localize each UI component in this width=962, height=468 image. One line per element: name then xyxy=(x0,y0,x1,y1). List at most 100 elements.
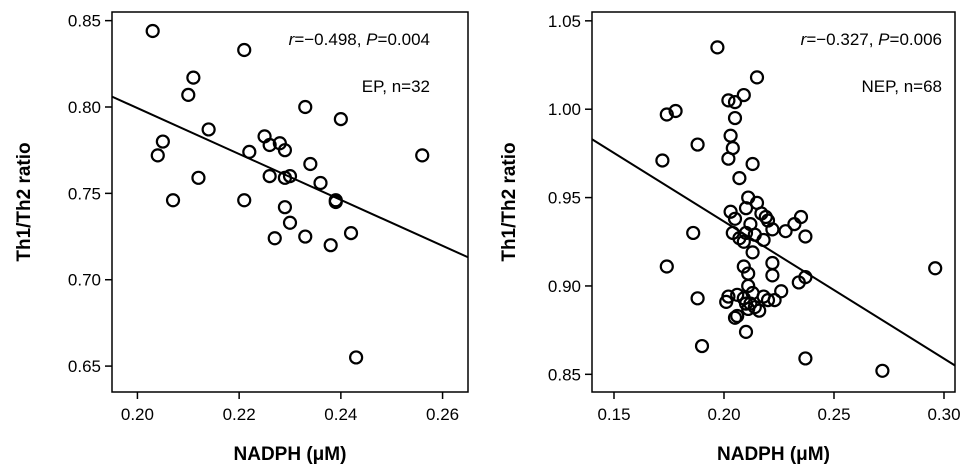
x-tick-label: 0.22 xyxy=(223,405,256,424)
scatter-point xyxy=(745,245,760,260)
scatter-point xyxy=(690,137,705,152)
y-tick-label: 1.00 xyxy=(548,100,581,119)
scatter-point xyxy=(323,238,338,253)
scatter-point xyxy=(798,229,813,244)
scatter-point xyxy=(349,350,364,365)
y-tick-label: 0.70 xyxy=(68,271,101,290)
scatter-point xyxy=(242,144,257,160)
scatter-point xyxy=(793,209,809,225)
scatter-point xyxy=(738,201,754,216)
scatter-point xyxy=(721,151,736,166)
scatter-point xyxy=(756,232,771,248)
y-tick-label: 0.85 xyxy=(68,12,101,31)
x-tick-label: 0.20 xyxy=(707,405,740,424)
scatter-point xyxy=(343,225,359,241)
scatter-point xyxy=(165,193,181,208)
scatter-point xyxy=(765,255,780,271)
scatter-point xyxy=(767,292,782,308)
scatter-point xyxy=(723,128,738,143)
scatter-point xyxy=(710,40,725,55)
scatter-point xyxy=(736,234,751,249)
scatter-point xyxy=(798,351,813,366)
group-annotation: EP, n=32 xyxy=(362,77,430,96)
scatter-point xyxy=(721,93,736,108)
group-annotation: NEP, n=68 xyxy=(861,77,942,96)
scatter-point xyxy=(191,170,206,185)
scatter-point xyxy=(201,122,216,137)
r-symbol: r xyxy=(801,30,808,49)
p-value: =0.004 xyxy=(378,30,430,49)
scatter-point xyxy=(150,148,165,163)
plot-frame xyxy=(591,11,956,393)
p-value: =0.006 xyxy=(890,30,942,49)
scatter-point xyxy=(262,168,277,184)
y-axis-label: Th1/Th2 ratio xyxy=(14,142,35,261)
scatter-point xyxy=(303,156,318,172)
scatter-point xyxy=(282,215,298,230)
scatter-point xyxy=(727,110,743,126)
x-axis-label: NADPH (μM) xyxy=(234,444,347,465)
scatter-point xyxy=(262,137,277,153)
regression-line xyxy=(591,138,956,367)
y-tick-label: 0.75 xyxy=(68,184,101,203)
y-tick-label: 1.05 xyxy=(548,12,581,31)
scatter-point xyxy=(787,216,802,232)
scatter-point xyxy=(298,229,313,244)
scatter-point xyxy=(313,175,328,191)
scatter-point xyxy=(237,193,252,208)
scatter-point xyxy=(659,259,674,274)
scatter-point xyxy=(659,107,674,122)
scatter-point xyxy=(723,204,738,219)
panel-nep: 0.85 0.90 0.95 1.00 1.05 0.15 0.20 0.25 0.30 NADP… xyxy=(499,11,961,465)
scatter-point xyxy=(745,156,760,172)
scatter-point xyxy=(181,87,196,103)
scatter-point xyxy=(333,111,348,127)
r-symbol: r xyxy=(289,30,296,49)
scatter-point xyxy=(719,294,734,309)
scatter-point xyxy=(690,291,705,306)
y-tick-label: 0.80 xyxy=(68,98,101,117)
scatter-point xyxy=(736,87,751,103)
x-tick-label: 0.30 xyxy=(927,405,960,424)
plot-frame xyxy=(111,11,469,393)
scatter-point xyxy=(752,303,767,318)
scatter-point xyxy=(686,225,701,241)
scatter-point xyxy=(778,224,793,239)
scatter-point xyxy=(155,134,170,149)
scatter-point xyxy=(749,70,765,85)
y-axis-label: Th1/Th2 ratio xyxy=(499,142,520,261)
x-tick-label: 0.26 xyxy=(426,405,459,424)
scatter-point xyxy=(774,284,789,299)
x-tick-label: 0.15 xyxy=(597,405,630,424)
scatter-point xyxy=(760,292,776,308)
y-tick-label: 0.95 xyxy=(548,189,581,208)
correlation-annotation: r=−0.327, P=0.006 xyxy=(801,30,942,49)
y-tick-label: 0.65 xyxy=(68,357,101,376)
scatter-point xyxy=(727,95,743,110)
scatter-point xyxy=(668,103,683,119)
scatter-point xyxy=(741,278,756,294)
scatter-point xyxy=(277,200,293,215)
panel-ep: 0.65 0.70 0.75 0.80 0.85 0.20 0.22 0.24 0.26 NADP… xyxy=(14,11,469,465)
scatter-point xyxy=(765,268,780,283)
scatter-point xyxy=(928,261,943,276)
x-axis-label: NADPH (μM) xyxy=(717,444,830,465)
scatter-point xyxy=(875,363,890,378)
p-symbol: P xyxy=(366,30,378,49)
r-value: =−0.498, xyxy=(294,30,366,49)
scatter-point xyxy=(727,310,743,325)
correlation-annotation: r=−0.498, P=0.004 xyxy=(289,30,430,49)
scatter-point xyxy=(267,231,282,246)
scatter-point xyxy=(791,275,806,290)
scatter-point xyxy=(186,70,201,85)
scatter-point xyxy=(237,42,252,58)
y-tick-label: 0.85 xyxy=(548,365,581,384)
x-tick-label: 0.20 xyxy=(121,405,154,424)
scatter-point xyxy=(328,194,343,210)
x-tick-label: 0.24 xyxy=(324,405,357,424)
scatter-point xyxy=(298,99,313,115)
r-value: =−0.327, xyxy=(806,30,878,49)
scatter-point xyxy=(730,308,745,324)
scatter-point xyxy=(415,148,430,163)
